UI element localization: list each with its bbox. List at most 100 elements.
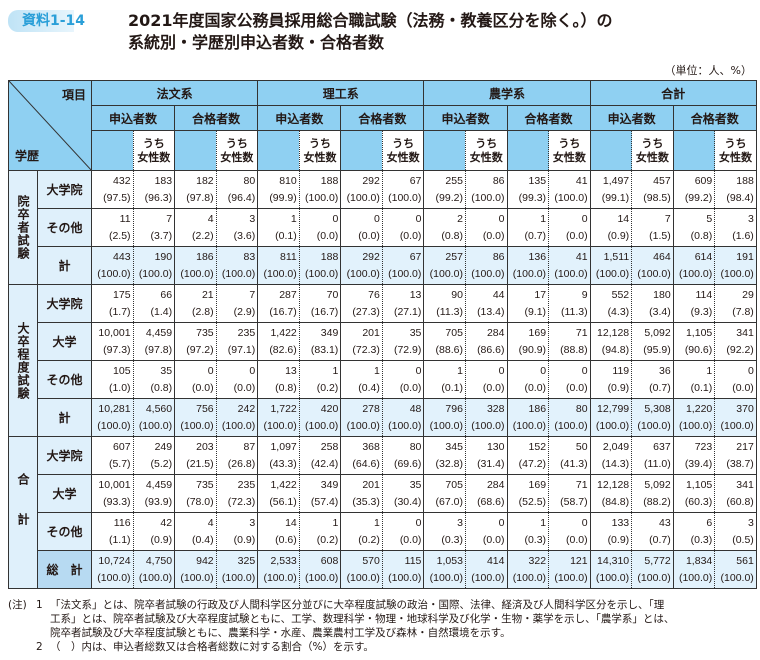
cell-percent: (97.3)	[103, 343, 131, 356]
cell-percent: (83.1)	[310, 343, 339, 356]
table-cell: 35 (0.8)	[132, 360, 176, 399]
table-cell: 4,750 (100.0)	[132, 550, 176, 589]
cell-count: 1	[457, 364, 463, 377]
cell-percent: (2.2)	[192, 229, 214, 242]
table-cell: 7 (2.9)	[215, 284, 259, 323]
table-cell: 249 (5.2)	[132, 436, 176, 475]
table-cell: 67 (100.0)	[381, 246, 425, 285]
cell-percent: (0.0)	[566, 533, 588, 546]
cell-percent: (100.0)	[346, 191, 380, 204]
cell-percent: (100.0)	[678, 571, 713, 584]
cell-count: 284	[486, 326, 505, 339]
row-label: 計	[37, 246, 92, 285]
cell-count: 3	[249, 516, 256, 529]
cell-percent: (82.6)	[269, 343, 297, 356]
table-cell: 11 (2.5)	[91, 208, 134, 247]
cell-count: 44	[492, 288, 505, 301]
cell-count: 201	[362, 478, 380, 491]
table-cell: 183 (96.3)	[132, 170, 176, 209]
cell-percent: (100.0)	[637, 267, 671, 280]
table-cell: 13 (0.8)	[257, 360, 300, 399]
cell-percent: (0.0)	[399, 533, 422, 546]
cell-count: 1,105	[685, 326, 713, 339]
cell-percent: (100.0)	[138, 419, 173, 432]
cell-percent: (64.6)	[352, 457, 380, 470]
cell-percent: (41.3)	[560, 457, 588, 470]
cell-percent: (21.5)	[186, 457, 214, 470]
women-line-1: うち	[558, 137, 581, 150]
cell-count: 235	[237, 326, 256, 339]
table-cell: 14 (0.9)	[589, 208, 633, 247]
cell-percent: (100.0)	[637, 419, 671, 432]
cell-count: 1,105	[685, 478, 713, 491]
cell-percent: (42.4)	[310, 457, 339, 470]
cell-count: 368	[362, 440, 380, 453]
cell-count: 5,308	[644, 402, 671, 415]
cell-percent: (2.5)	[108, 229, 131, 242]
cell-percent: (100.0)	[388, 571, 422, 584]
cell-percent: (100.0)	[554, 191, 588, 204]
cell-count: 4	[207, 212, 214, 225]
table-cell: 370 (100.0)	[714, 398, 757, 437]
cell-percent: (68.6)	[477, 495, 505, 508]
cell-count: 1,220	[685, 402, 713, 415]
cell-count: 42	[160, 516, 173, 529]
cell-percent: (93.9)	[144, 495, 173, 508]
cell-count: 1,834	[685, 554, 713, 567]
table-cell: 0 (0.0)	[381, 208, 425, 247]
table-cell: 278 (100.0)	[340, 398, 383, 437]
cell-percent: (0.0)	[233, 381, 256, 394]
table-cell: 17 (9.1)	[506, 284, 550, 323]
cell-count: 67	[409, 174, 422, 187]
cell-count: 9	[581, 288, 588, 301]
cell-percent: (100.0)	[221, 267, 256, 280]
cell-percent: (72.3)	[227, 495, 256, 508]
table-cell: 10,001 (93.3)	[91, 474, 134, 513]
unit-label: （単位：人、%）	[664, 64, 752, 77]
cell-count: 50	[575, 440, 588, 453]
table-cell: 10,281 (100.0)	[91, 398, 134, 437]
table-cell: 561 (100.0)	[714, 550, 757, 589]
cell-count: 115	[404, 554, 422, 567]
cell-percent: (100.0)	[97, 571, 131, 584]
women-line-1: うち	[392, 137, 415, 150]
cell-count: 169	[528, 478, 547, 491]
table-cell: 235 (72.3)	[215, 474, 259, 513]
cell-count: 607	[113, 440, 131, 453]
note-1-line-2: 工系」とは、院卒者試験及び大卒程度試験ともに、工学、数理科学・物理・地球科学及び…	[50, 613, 675, 625]
cell-count: 12,128	[597, 478, 630, 491]
cell-percent: (78.0)	[186, 495, 214, 508]
category-header: 法文系	[90, 80, 259, 106]
table-cell: 349 (83.1)	[298, 322, 342, 361]
table-cell: 0 (0.0)	[340, 208, 383, 247]
cell-count: 0	[332, 212, 339, 225]
cell-percent: (0.2)	[358, 533, 380, 546]
cell-count: 0	[747, 364, 754, 377]
table-cell: 6 (0.3)	[672, 512, 716, 551]
table-cell: 1 (0.2)	[298, 512, 342, 551]
cell-percent: (98.4)	[726, 191, 754, 204]
table-cell: 1,422 (56.1)	[257, 474, 300, 513]
women-line-2: 女性数	[303, 151, 337, 164]
cell-count: 2,049	[602, 440, 630, 453]
cell-percent: (0.0)	[358, 229, 380, 242]
cell-count: 5,092	[644, 478, 671, 491]
women-count-subheader: うち 女性数	[298, 130, 342, 171]
cell-percent: (100.0)	[305, 571, 339, 584]
table-cell: 614 (100.0)	[672, 246, 716, 285]
cell-percent: (3.7)	[150, 229, 173, 242]
table-cell: 1,511 (100.0)	[589, 246, 633, 285]
cell-count: 188	[736, 174, 754, 187]
cell-count: 235	[237, 478, 256, 491]
cell-count: 121	[570, 554, 588, 567]
cell-count: 80	[409, 440, 422, 453]
cell-count: 810	[279, 174, 297, 187]
table-cell: 1 (0.2)	[298, 360, 342, 399]
cell-percent: (88.2)	[643, 495, 671, 508]
cell-percent: (100.0)	[263, 267, 297, 280]
cell-count: 80	[243, 174, 256, 187]
note-number: 2	[36, 641, 43, 653]
cell-count: 1,422	[270, 326, 297, 339]
table-cell: 188 (98.4)	[714, 170, 757, 209]
women-count-subheader: うち 女性数	[215, 130, 259, 171]
